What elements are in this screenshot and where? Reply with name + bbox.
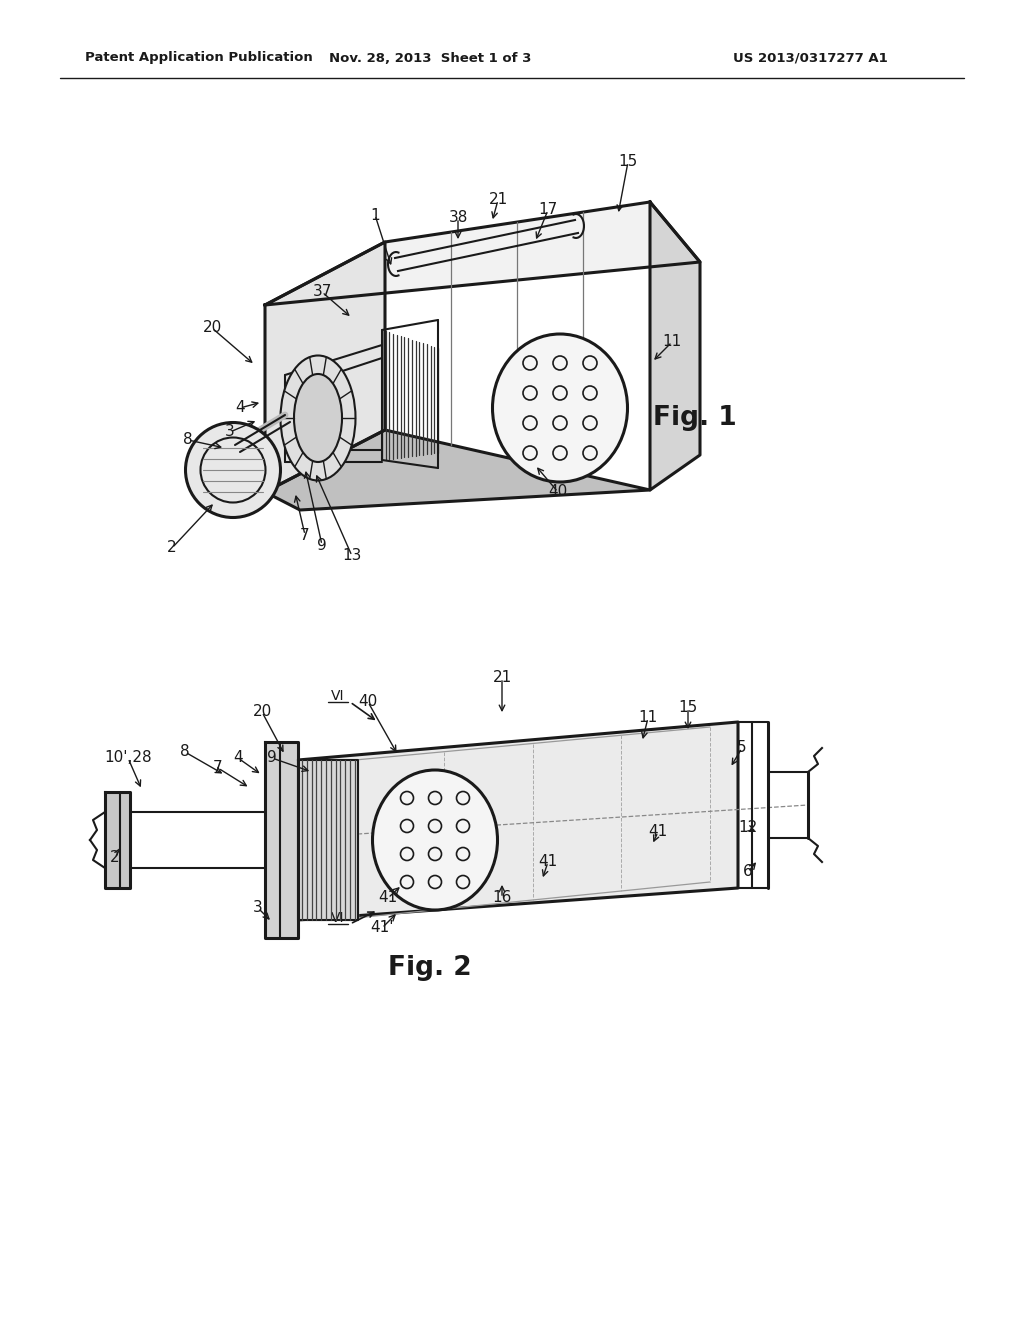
Text: Patent Application Publication: Patent Application Publication — [85, 51, 312, 65]
Polygon shape — [298, 722, 738, 920]
Text: 8: 8 — [180, 744, 189, 759]
Text: 9: 9 — [317, 537, 327, 553]
Text: 37: 37 — [312, 285, 332, 300]
Polygon shape — [105, 792, 130, 888]
Ellipse shape — [294, 374, 342, 462]
Polygon shape — [265, 742, 298, 939]
Text: 20: 20 — [203, 321, 221, 335]
Text: 12: 12 — [738, 821, 758, 836]
Ellipse shape — [281, 355, 355, 480]
Text: 6: 6 — [743, 865, 753, 879]
Text: US 2013/0317277 A1: US 2013/0317277 A1 — [732, 51, 888, 65]
Text: 2: 2 — [111, 850, 120, 866]
Polygon shape — [298, 760, 358, 920]
Text: Fig. 1: Fig. 1 — [653, 405, 737, 432]
Ellipse shape — [493, 334, 628, 482]
Text: 5: 5 — [737, 741, 746, 755]
Text: 4: 4 — [233, 751, 243, 766]
Text: 2: 2 — [167, 540, 177, 556]
Ellipse shape — [185, 422, 281, 517]
Polygon shape — [265, 242, 385, 492]
Text: 40: 40 — [549, 484, 567, 499]
Text: 41: 41 — [648, 825, 668, 840]
Text: 10',28: 10',28 — [104, 751, 152, 766]
Polygon shape — [265, 430, 650, 510]
Text: 3: 3 — [225, 425, 234, 440]
Text: 1: 1 — [371, 207, 380, 223]
Text: 7: 7 — [213, 760, 223, 776]
Text: 9: 9 — [267, 751, 276, 766]
Text: 3: 3 — [253, 900, 263, 916]
Text: 13: 13 — [342, 549, 361, 564]
Text: 21: 21 — [493, 671, 512, 685]
Text: 11: 11 — [663, 334, 682, 350]
Polygon shape — [265, 202, 700, 305]
Polygon shape — [650, 202, 700, 490]
Text: 11: 11 — [638, 710, 657, 726]
Text: VI: VI — [331, 689, 345, 704]
Text: VI: VI — [331, 911, 345, 925]
Text: 16: 16 — [493, 891, 512, 906]
Text: 8: 8 — [183, 433, 193, 447]
Text: 41: 41 — [539, 854, 558, 870]
Text: 17: 17 — [539, 202, 558, 218]
Text: Nov. 28, 2013  Sheet 1 of 3: Nov. 28, 2013 Sheet 1 of 3 — [329, 51, 531, 65]
Text: 15: 15 — [618, 154, 638, 169]
Text: 21: 21 — [488, 193, 508, 207]
Text: Fig. 2: Fig. 2 — [388, 954, 472, 981]
Text: 41: 41 — [379, 891, 397, 906]
Text: 41': 41' — [371, 920, 394, 936]
Text: 20: 20 — [252, 705, 271, 719]
Ellipse shape — [373, 770, 498, 909]
Text: 7: 7 — [300, 528, 310, 543]
Text: 4: 4 — [236, 400, 245, 416]
Text: 40: 40 — [358, 694, 378, 710]
Text: 38: 38 — [449, 210, 468, 226]
Text: 15: 15 — [678, 701, 697, 715]
